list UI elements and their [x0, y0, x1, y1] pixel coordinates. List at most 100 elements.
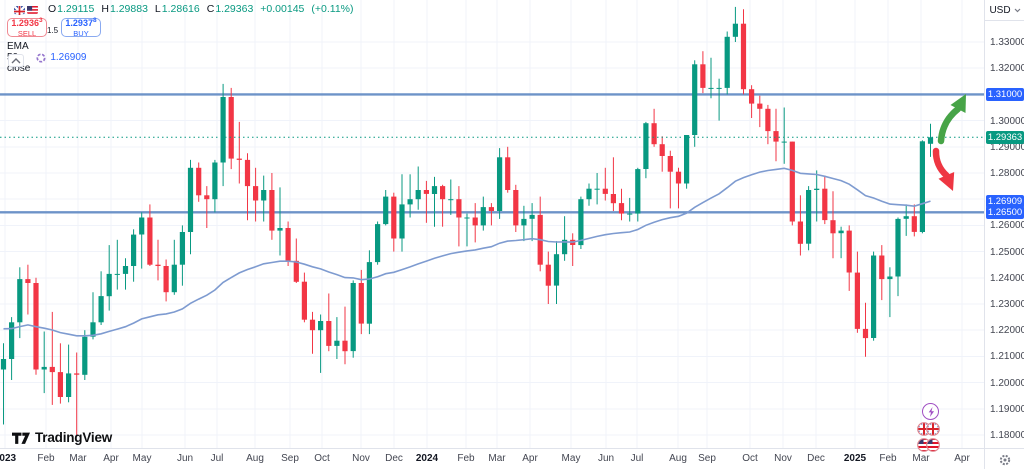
- time-tick: 2025: [843, 453, 867, 464]
- candle: [187, 167, 194, 232]
- sync-icon: [36, 52, 46, 63]
- time-tick: Mar: [69, 453, 87, 464]
- candle: [131, 234, 137, 266]
- usd-event-flags[interactable]: [917, 438, 940, 452]
- time-tick: Mar: [488, 453, 506, 464]
- candle: [179, 232, 185, 265]
- price-tick: 1.23000: [990, 299, 1024, 310]
- candle: [49, 366, 55, 373]
- candle: [594, 188, 600, 190]
- candle: [82, 336, 88, 375]
- time-tick: Nov: [774, 453, 792, 464]
- candle: [773, 131, 779, 142]
- candle: [41, 366, 47, 370]
- candle: [350, 283, 356, 352]
- price-badge: 1.26909: [986, 195, 1024, 209]
- candle: [895, 218, 901, 277]
- candle: [407, 199, 413, 205]
- candle: [114, 273, 120, 275]
- time-tick: Jul: [210, 453, 224, 464]
- arrow-head[interactable]: [950, 94, 967, 113]
- price-tick: 1.21000: [990, 351, 1024, 363]
- collapse-legend-button[interactable]: [8, 54, 24, 67]
- candle: [204, 195, 210, 200]
- tradingview-logo[interactable]: TradingView: [12, 430, 112, 445]
- buy-button[interactable]: 1.29378 BUY: [61, 17, 101, 37]
- candle: [464, 217, 470, 219]
- candle: [643, 123, 649, 169]
- candle: [488, 207, 494, 211]
- candle: [212, 162, 218, 200]
- candle: [106, 273, 112, 297]
- time-tick: Aug: [246, 453, 264, 464]
- change-value: +0.00145: [260, 3, 305, 15]
- candle: [456, 199, 462, 218]
- candle: [578, 199, 584, 246]
- price-axis[interactable]: USD 1.33000 1.32000 1.30000 1.29000 1.28000 1…: [984, 0, 1024, 448]
- candle: [854, 272, 860, 329]
- price-tick: 1.22000: [990, 325, 1024, 337]
- candle: [814, 188, 820, 190]
- candle: [334, 340, 340, 346]
- candle: [610, 194, 616, 204]
- ema-line[interactable]: [3, 167, 931, 337]
- time-tick: Jun: [176, 453, 194, 464]
- time-tick: Oct: [314, 453, 330, 464]
- chevron-down-icon: [1014, 8, 1021, 13]
- candle: [553, 254, 560, 286]
- candle: [236, 158, 242, 160]
- candle: [806, 190, 812, 244]
- candle: [651, 123, 657, 145]
- candle: [17, 279, 23, 323]
- gbp-event-flags[interactable]: [917, 422, 940, 436]
- time-tick: Feb: [37, 453, 55, 464]
- currency-selector[interactable]: USD: [985, 0, 1024, 21]
- time-tick: Apr: [103, 453, 119, 464]
- price-tick: 1.19000: [990, 403, 1024, 415]
- price-tick: 1.28000: [990, 168, 1024, 179]
- candle: [675, 171, 682, 184]
- candle: [627, 213, 633, 215]
- candle: [122, 266, 129, 274]
- time-tick: Oct: [742, 453, 758, 464]
- candle: [0, 359, 7, 370]
- candle: [269, 190, 275, 231]
- arrow-head[interactable]: [938, 172, 955, 191]
- candle: [196, 167, 202, 196]
- candlestick-chart[interactable]: [0, 0, 984, 448]
- time-axis[interactable]: 2023 Feb Mar Apr May Jun Jul Aug Sep Oct Nov Dec 202…: [0, 448, 1024, 469]
- candle: [862, 328, 869, 339]
- candle: [155, 264, 161, 266]
- candle: [830, 220, 836, 234]
- currency-label: USD: [989, 4, 1011, 16]
- time-tick: Sep: [698, 453, 716, 464]
- candle: [220, 97, 226, 163]
- candle: [602, 188, 608, 194]
- candle: [147, 217, 153, 265]
- candle: [326, 321, 332, 346]
- candle: [740, 23, 747, 90]
- time-tick: 2024: [415, 453, 439, 464]
- gear-icon[interactable]: [999, 454, 1011, 466]
- tradingview-mark-icon: [12, 431, 30, 445]
- candle: [716, 87, 722, 89]
- arrow-drawing[interactable]: [932, 147, 950, 179]
- candle: [163, 266, 169, 293]
- candle: [391, 196, 397, 239]
- lightning-event[interactable]: [922, 403, 939, 420]
- time-tick: Feb: [879, 453, 897, 464]
- axis-settings[interactable]: [984, 448, 1024, 469]
- candle: [700, 64, 706, 88]
- sell-button[interactable]: 1.29363 SELL: [7, 17, 47, 37]
- price-tick: 1.30000: [990, 115, 1024, 127]
- price-badge: 1.31000: [986, 87, 1024, 101]
- candle: [765, 108, 771, 132]
- candle: [448, 199, 454, 201]
- arrow-drawing[interactable]: [937, 105, 962, 145]
- gbp-flag-icon: [14, 4, 25, 15]
- usd-flag-icon: [27, 4, 38, 15]
- candle: [66, 373, 72, 397]
- time-tick: Jun: [597, 453, 615, 464]
- price-badge: 1.29363: [986, 130, 1024, 144]
